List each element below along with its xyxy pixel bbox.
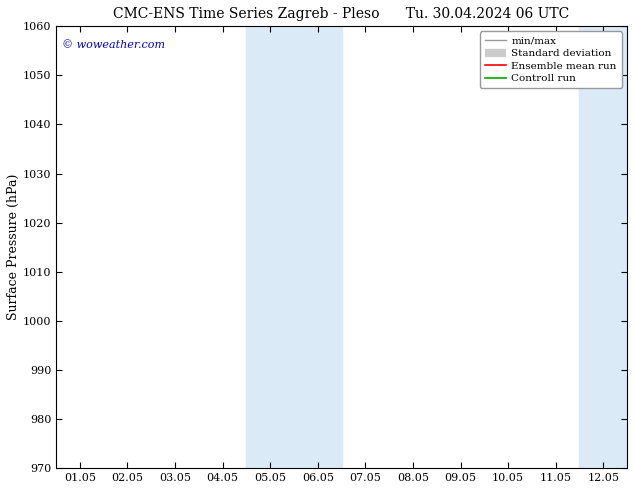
Text: © woweather.com: © woweather.com [61, 40, 165, 49]
Bar [579, 26, 634, 468]
Title: CMC-ENS Time Series Zagreb - Pleso      Tu. 30.04.2024 06 UTC: CMC-ENS Time Series Zagreb - Pleso Tu. 3… [113, 7, 570, 21]
Bar [247, 26, 342, 468]
Legend: min/max, Standard deviation, Ensemble mean run, Controll run: min/max, Standard deviation, Ensemble me… [480, 31, 622, 88]
Y-axis label: Surface Pressure (hPa): Surface Pressure (hPa) [7, 174, 20, 320]
